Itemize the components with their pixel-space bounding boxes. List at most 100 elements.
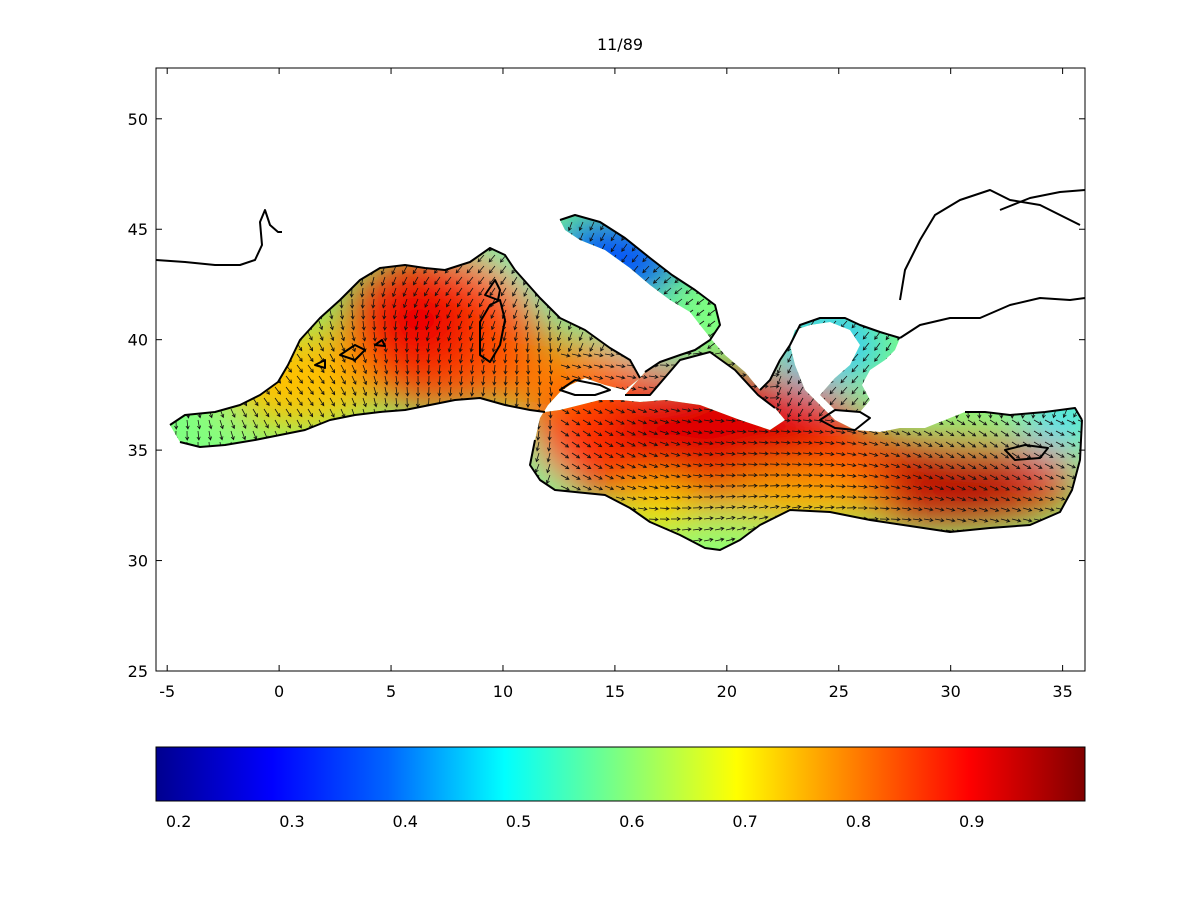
current-arrow [1010,386,1015,397]
current-arrow [262,507,267,518]
current-arrow [967,485,977,491]
current-arrow [758,253,769,258]
current-arrow [295,507,300,518]
current-arrow [241,552,244,561]
current-arrow [851,397,859,406]
current-arrow [468,552,473,560]
current-arrow [339,452,344,463]
current-arrow [217,243,222,254]
x-tick-label: 10 [493,682,513,701]
current-arrow [162,552,165,561]
current-arrow [571,529,582,534]
current-arrow [285,320,291,330]
current-arrow [769,306,780,311]
current-arrow [241,430,246,441]
current-arrow [502,552,506,560]
current-arrow [988,353,993,364]
current-arrow [637,506,648,511]
current-arrow [205,485,210,496]
current-arrow [447,331,452,342]
current-arrow [840,221,848,230]
current-arrow [252,309,257,320]
current-arrow [230,353,236,363]
current-arrow [593,386,604,392]
current-arrow [920,276,925,287]
current-arrow [318,342,324,352]
current-arrow [241,386,248,396]
current-arrow [523,298,529,309]
current-arrow [1055,518,1066,523]
current-arrow [262,232,267,243]
current-arrow [512,309,518,320]
current-arrow [787,287,793,297]
current-arrow [943,320,948,331]
current-arrow [736,483,747,488]
current-arrow [977,342,982,353]
current-arrow [458,353,463,364]
current-arrow [490,441,496,452]
current-arrow [174,408,179,419]
current-arrow [931,342,936,353]
current-arrow [868,538,879,543]
current-arrow [626,496,637,501]
current-arrow [776,331,782,342]
current-arrow [252,375,259,384]
current-arrow [600,287,606,297]
current-arrow [426,364,431,375]
current-arrow [835,473,846,478]
current-arrow [434,540,441,550]
current-arrow [371,452,376,463]
current-arrow [391,529,397,540]
current-arrow [161,486,165,494]
current-arrow [642,331,650,340]
current-arrow [1055,528,1066,533]
current-arrow [318,408,324,418]
current-arrow [1073,276,1079,286]
current-arrow [545,496,551,506]
current-arrow [557,221,562,232]
current-arrow [989,474,999,480]
current-arrow [769,274,780,279]
current-arrow [447,408,452,419]
current-arrow [218,309,223,320]
current-arrow [373,375,378,386]
current-arrow [512,287,518,297]
current-arrow [604,408,614,414]
current-arrow [780,537,791,542]
current-arrow [183,496,188,507]
current-arrow [549,375,554,386]
current-arrow [340,364,346,374]
current-arrow [813,494,824,499]
current-arrow [571,364,582,369]
current-arrow [890,517,901,522]
current-arrow [824,462,835,467]
current-arrow [349,265,354,276]
current-arrow [491,342,496,353]
current-arrow [197,419,202,430]
current-arrow [186,397,191,408]
current-arrow [829,265,837,274]
current-arrow [1010,232,1015,243]
current-arrow [604,419,614,425]
current-arrow [392,298,397,309]
current-arrow [448,353,453,364]
current-arrow [217,485,222,496]
current-arrow [175,364,180,375]
current-arrow [631,342,639,351]
current-arrow [988,243,993,254]
current-arrow [163,409,166,418]
current-arrow [402,463,408,474]
current-arrow [813,505,824,510]
current-arrow [885,298,892,308]
current-arrow [1011,419,1021,426]
current-arrow [1052,386,1057,397]
current-arrow [758,339,769,344]
current-arrow [999,287,1004,298]
current-arrow [885,375,892,385]
current-arrow [217,496,222,507]
current-arrow [571,507,582,512]
current-arrow [621,221,628,230]
current-arrow [414,430,419,441]
current-arrow [725,440,736,445]
current-arrow [897,221,903,231]
